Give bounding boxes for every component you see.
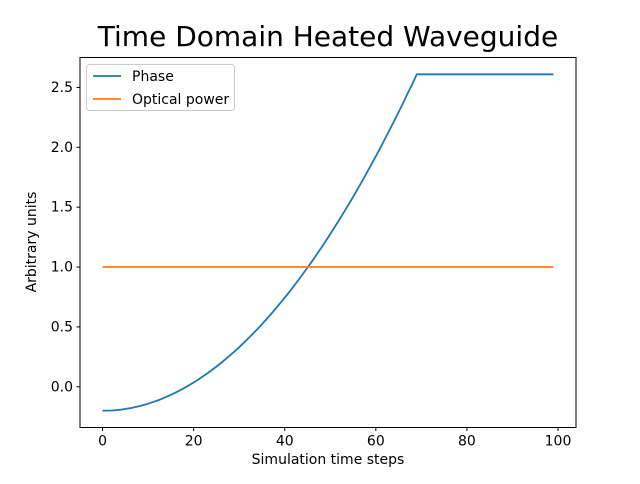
legend-label-optical-power: Optical power [132, 92, 229, 108]
legend-label-phase: Phase [132, 69, 174, 85]
axes-frame [79, 57, 577, 428]
y-tick-label: 0.5 [51, 319, 73, 335]
chart-title: Time Domain Heated Waveguide [97, 20, 558, 53]
y-axis-label: Arbitrary units [24, 192, 40, 293]
x-tick-label: 20 [185, 434, 203, 450]
x-tick-label: 40 [276, 434, 294, 450]
x-tick-label: 100 [545, 434, 572, 450]
x-tick-label: 60 [367, 434, 385, 450]
y-tick-label: 0.0 [51, 379, 73, 395]
y-tick-label: 2.0 [51, 140, 73, 156]
legend: Phase Optical power [86, 64, 235, 111]
series-line-phase [102, 73, 554, 412]
x-tick-label: 0 [98, 434, 107, 450]
y-tick-label: 1.5 [51, 200, 73, 216]
legend-box [86, 64, 235, 111]
x-axis-label: Simulation time steps [252, 452, 405, 468]
y-tick-label: 2.5 [51, 80, 73, 96]
plot-area: 0 20 40 60 80 100 0.0 0.5 1.0 1.5 2.0 2.5 [51, 73, 572, 450]
y-tick-label: 1.0 [51, 260, 73, 276]
x-tick-label: 80 [458, 434, 476, 450]
